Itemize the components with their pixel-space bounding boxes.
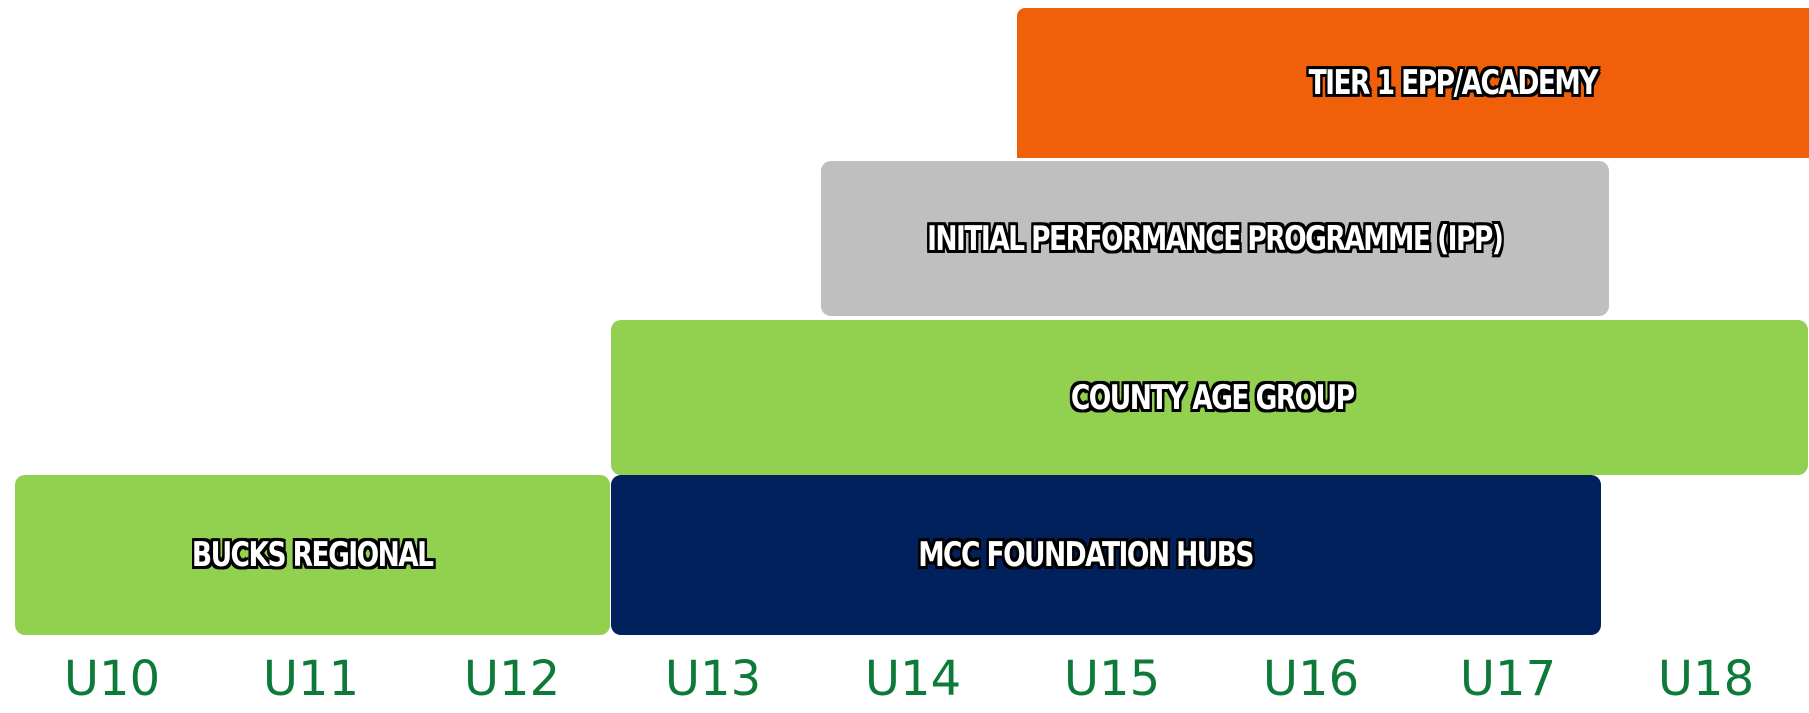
tier-1-epp-academy-label: TIER 1 EPP/ACADEMY — [1308, 63, 1599, 103]
initial-performance-programme-label: INITIAL PERFORMANCE PROGRAMME (IPP) — [927, 218, 1504, 259]
county-age-group-bar: COUNTY AGE GROUP — [611, 320, 1808, 475]
mcc-foundation-hubs-bar: MCC FOUNDATION HUBS — [611, 475, 1601, 635]
age-label-u10: U10 — [63, 651, 161, 707]
age-label-u11: U11 — [262, 651, 360, 707]
age-label-u15: U15 — [1063, 651, 1161, 707]
county-age-group-label: COUNTY AGE GROUP — [1071, 377, 1355, 418]
age-label-u18: U18 — [1657, 651, 1755, 707]
tier-1-epp-academy-bar: TIER 1 EPP/ACADEMY — [1017, 8, 1809, 158]
initial-performance-programme-bar: INITIAL PERFORMANCE PROGRAMME (IPP) — [821, 161, 1609, 316]
mcc-foundation-hubs-label: MCC FOUNDATION HUBS — [918, 535, 1255, 575]
age-label-u12: U12 — [463, 651, 561, 707]
bucks-regional-label: BUCKS REGIONAL — [192, 535, 434, 575]
age-label-u17: U17 — [1459, 651, 1557, 707]
age-label-u14: U14 — [864, 651, 962, 707]
age-label-u13: U13 — [664, 651, 762, 707]
age-label-u16: U16 — [1262, 651, 1360, 707]
bucks-regional-bar: BUCKS REGIONAL — [15, 475, 610, 635]
